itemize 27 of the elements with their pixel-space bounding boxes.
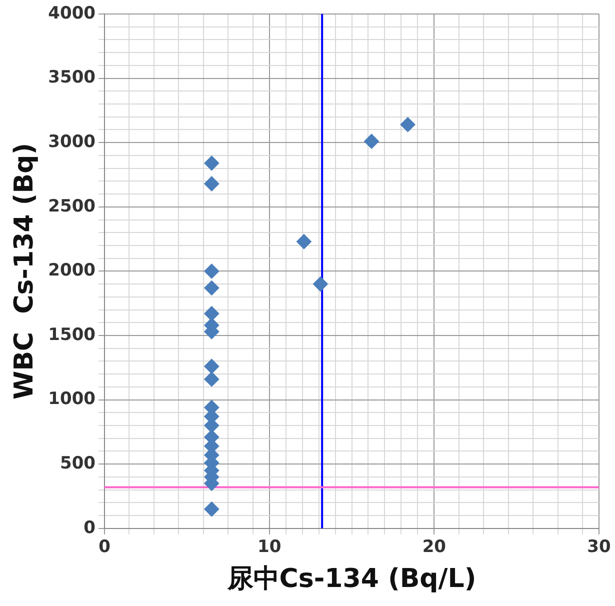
x-tick-label: 20 — [422, 537, 446, 558]
y-tick-label: 2000 — [48, 260, 96, 281]
y-tick-label: 2500 — [48, 196, 96, 216]
point — [364, 134, 380, 149]
y-tick-label: 1500 — [48, 324, 96, 345]
point — [204, 358, 220, 374]
point — [204, 306, 220, 322]
y-axis-title: WBC Cs-134 (Bq) — [9, 142, 40, 400]
point — [204, 372, 220, 387]
y-tick-label: 4000 — [48, 3, 96, 24]
y-tick-label: 3500 — [48, 68, 96, 88]
x-tick-label: 10 — [258, 537, 282, 558]
y-tick-label: 1000 — [48, 389, 96, 410]
y-tick-label: 0 — [84, 518, 96, 538]
point — [312, 276, 328, 292]
point — [204, 156, 220, 171]
x-axis-title: 尿中Cs-134 (Bq/L) — [226, 564, 476, 594]
y-tick-label: 3000 — [48, 132, 96, 152]
point — [400, 117, 416, 132]
x-tick-label: 0 — [98, 537, 111, 558]
x-tick-label: 30 — [587, 537, 611, 558]
y-tick-label: 500 — [60, 454, 96, 474]
point — [204, 280, 220, 296]
point — [204, 502, 220, 517]
point — [204, 264, 220, 279]
point — [204, 176, 220, 192]
point — [296, 234, 312, 250]
